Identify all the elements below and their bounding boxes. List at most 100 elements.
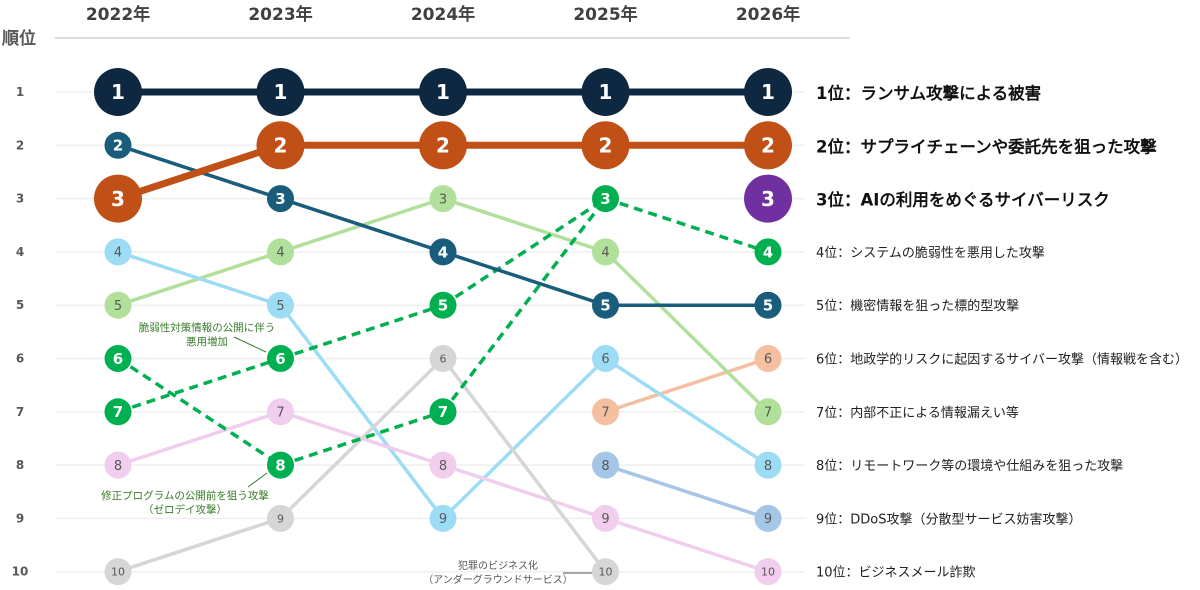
year-label: 2023年 [248,4,312,25]
rank-marker [267,185,294,213]
rank-marker-label: 5 [276,299,284,314]
rank-marker [592,451,619,479]
series-segment [116,141,282,202]
rank-marker-label: 2 [761,134,775,158]
rank-marker-label: 3 [111,187,125,211]
rank-marker [104,238,132,266]
rank-tick-label: 7 [16,405,24,419]
rank-marker [592,238,619,266]
rank-marker-label: 9 [601,512,609,527]
rank-marker-label: 4 [114,246,122,261]
rank-marker-label: 6 [764,352,772,367]
rank-marker-label: 9 [764,512,772,527]
rank-tick-label: 6 [16,352,24,366]
annotation-vuln-info-line1: 脆弱性対策情報の公開に伴う [139,321,276,334]
rank-marker-label: 6 [440,352,447,365]
series-lines [116,88,770,574]
rank-marker-label: 10 [599,566,613,579]
rank-marker-label: 5 [763,297,773,315]
series-segment [604,196,769,254]
end-label: 4位：システムの脆弱性を悪用した攻撃 [816,245,1045,261]
annotation-crime-line1: 犯罪のビジネス化 [458,559,538,572]
rank-marker-label: 7 [276,405,284,420]
rank-marker [104,131,132,159]
rank-marker-label: 1 [274,80,288,104]
rank-marker-label: 4 [601,246,609,261]
rank-marker-label: 3 [275,190,285,208]
end-label: 5位：機密情報を狙った標的型攻撃 [816,298,1019,314]
series-segment [279,304,445,520]
rank-marker-label: 2 [113,137,123,155]
rank-marker-label: 3 [761,187,775,211]
rank-marker [104,291,132,319]
rank-marker-label: 8 [275,457,285,475]
year-label: 2022年 [86,4,150,25]
rank-marker [754,451,782,479]
rank-marker-label: 3 [600,190,610,208]
annotation-vuln-info-line2: 悪用増加 [186,335,228,348]
rank-tick-label: 5 [16,298,24,312]
rank-marker-label: 7 [601,405,609,420]
series-segment [604,516,769,574]
rank-marker [104,558,132,586]
rank-tick-label: 10 [12,565,29,579]
rank-marker-label: 7 [113,403,123,421]
series-segment [117,410,282,467]
rank-tick-label: 9 [16,511,24,525]
rank-marker-label: 1 [436,80,450,104]
rank-marker [592,504,619,532]
x-axis-labels: 2022年 2023年 2024年 2025年 2026年 [86,4,800,25]
rank-tick-label: 2 [16,138,24,152]
rank-marker [267,345,294,372]
rank-marker [429,398,457,426]
rank-tick-label: 8 [16,458,24,472]
rank-marker-label: 2 [274,134,288,158]
series-segment [442,250,607,307]
rank-marker [104,398,132,426]
rank-marker [429,238,457,266]
rank-marker-label: 8 [114,459,122,474]
rank-marker [581,121,630,170]
series-segment [441,357,607,520]
rank-tick-label: 3 [16,192,24,206]
rank-marker [754,558,782,586]
rank-marker [429,291,457,319]
end-label: 9位：DDoS攻撃（分散型サービス妨害攻撃） [816,511,1082,527]
end-label: 3位：AIの利用をめぐるサイバーリスク [816,190,1110,210]
annotation-zero-day-line2: （ゼロデイ攻撃） [143,503,227,516]
end-label: 8位：リモートワーク等の環境や仕組みを狙った攻撃 [816,458,1123,474]
series-segment [279,357,445,520]
rank-marker-label: 7 [764,405,772,420]
rank-tick-label: 4 [16,245,24,259]
year-label: 2024年 [411,4,475,25]
rank-marker [592,558,619,586]
rank-marker [267,291,294,319]
series-segment [279,410,444,467]
rank-marker [429,185,457,213]
end-label: 6位：地政学的リスクに起因するサイバー攻撃（情報戦を含む） [816,352,1188,368]
series-segment [604,357,769,467]
rank-marker-label: 8 [764,459,772,474]
series-segment [604,356,769,414]
y-axis-title: 順位 [2,28,36,49]
rank-marker [94,174,142,223]
year-label: 2025年 [573,4,637,25]
rank-marker [754,345,782,372]
rank-marker-label: 10 [111,566,125,579]
rank-marker [267,504,294,532]
series-markers: 7 6 5 4 3 4 7 4 5 9 6 8 8 9 8 7 8 9 10 10 9 6 10 7 6 5 3 4 6 8 7 2 3 4 5 5 1… [94,68,792,586]
rank-marker [419,68,467,116]
series-segment [441,357,607,573]
rank-marker [744,68,792,116]
rank-marker-label: 2 [599,134,613,158]
series-segment [442,463,607,521]
rank-marker-label: 6 [275,350,285,368]
rank-marker [429,345,457,372]
rank-marker [429,504,457,532]
rank-marker-label: 4 [276,246,284,261]
rank-marker [754,504,782,532]
rank-marker-label: 5 [438,297,448,315]
rank-marker-label: 8 [601,459,609,474]
series-segment [604,250,770,414]
